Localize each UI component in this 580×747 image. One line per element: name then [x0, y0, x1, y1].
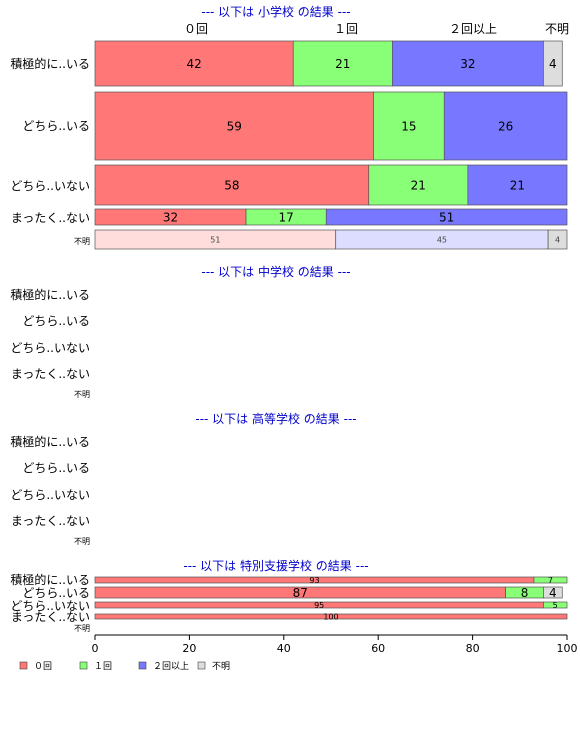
header-once: １回: [334, 22, 358, 36]
x-tick-label: 100: [557, 642, 578, 655]
x-tick-label: 60: [371, 642, 385, 655]
bar-value-once: 7: [548, 576, 553, 585]
row-label: 積極的に..いる: [10, 572, 90, 587]
legend-label-twice-plus: ２回以上: [153, 661, 189, 672]
legend-label-once: １回: [94, 661, 112, 672]
row-label: 積極的に..いる: [10, 56, 90, 71]
bar-segment-unknown: [543, 586, 563, 599]
bar-segment-zero: [94, 164, 370, 206]
bar-value-zero: 51: [210, 235, 220, 244]
bar-value-zero: 42: [186, 57, 201, 71]
row-label: まったく..ない: [11, 367, 90, 381]
bar-value-twice-plus: 26: [498, 119, 513, 133]
bar-segment-once: [368, 164, 469, 206]
bar-segment-twice-plus: [467, 164, 568, 206]
row-label: どちら..いない: [10, 488, 90, 502]
bars-layer: 42 21 32 4 59 15 26 58 21 21 32 17 51 51 45 4 93 7 87 8 4 95 5…: [94, 40, 568, 621]
section-titles: --- 以下は 小学校 の結果 --- --- 以下は 中学校 の結果 --- …: [183, 4, 368, 573]
bar-value-once: 17: [279, 210, 294, 224]
legend: ０回 １回 ２回以上 不明: [19, 661, 230, 672]
bar-value-zero: 32: [163, 210, 178, 224]
row-label: どちら..いる: [22, 119, 90, 133]
bar-value-unknown: 4: [555, 235, 560, 244]
row-label: まったく..ない: [11, 211, 90, 225]
bar-segment-twice-plus: [443, 91, 568, 161]
header-labels: ０回 １回 ２回以上 不明: [184, 22, 569, 36]
x-tick-label: 0: [92, 642, 99, 655]
bar-value-twice-plus: 32: [460, 57, 475, 71]
row-label: 不明: [74, 624, 90, 633]
bar-value-once: 21: [335, 57, 350, 71]
legend-swatch-once: [79, 661, 88, 670]
bar-segment-unknown: [543, 40, 563, 87]
row-label: どちら..いる: [22, 586, 90, 600]
header-unknown: 不明: [545, 22, 569, 36]
legend-label-unknown: 不明: [212, 661, 230, 672]
header-zero: ０回: [184, 22, 208, 36]
x-tick-label: 20: [182, 642, 196, 655]
row-label: どちら..いない: [10, 341, 90, 355]
row-labels: 積極的に..いる どちら..いる どちら..いない まったく..ない 不明 積極…: [10, 56, 90, 633]
bar-value-unknown: 4: [549, 586, 557, 600]
legend-label-zero: ０回: [34, 661, 52, 672]
row-label: 積極的に..いる: [10, 434, 90, 449]
bar-segment-twice-plus: [325, 208, 568, 226]
row-label: 不明: [74, 537, 90, 546]
bar-value-twice-plus: 21: [510, 178, 525, 192]
x-tick-label: 80: [466, 642, 480, 655]
row-label: まったく..ない: [11, 514, 90, 528]
bar-value-unknown: 4: [549, 57, 557, 71]
x-tick-labels: 0 20 40 60 80 100: [92, 642, 578, 655]
row-label: どちら..いる: [22, 461, 90, 475]
row-label: どちら..いない: [10, 179, 90, 193]
bar-value-once: 21: [411, 178, 426, 192]
section-title-junior-high: --- 以下は 中学校 の結果 ---: [201, 264, 350, 279]
bar-value-zero: 93: [309, 576, 319, 585]
bar-value-once: 8: [521, 586, 529, 600]
bar-segment-once: [373, 91, 445, 161]
bar-value-zero: 58: [224, 178, 239, 192]
header-twice-plus: ２回以上: [449, 22, 497, 36]
row-label: 不明: [74, 237, 90, 246]
bar-segment-zero: [94, 91, 374, 161]
legend-swatch-unknown: [197, 661, 206, 670]
bar-value-zero: 59: [227, 119, 242, 133]
x-axis: [94, 634, 568, 640]
bar-value-once: 5: [553, 601, 558, 610]
section-title-elementary: --- 以下は 小学校 の結果 ---: [201, 4, 350, 19]
bar-value-zero: 100: [323, 612, 338, 621]
bar-segment-zero: [94, 613, 568, 620]
x-tick-label: 40: [277, 642, 291, 655]
legend-swatch-twice-plus: [138, 661, 147, 670]
bar-value-zero: 87: [293, 586, 308, 600]
bar-value-twice-plus: 51: [439, 210, 454, 224]
row-label: どちら..いる: [22, 314, 90, 328]
row-label: まったく..ない: [11, 610, 90, 624]
row-label: どちら..いない: [10, 599, 90, 613]
section-title-special-support: --- 以下は 特別支援学校 の結果 ---: [183, 558, 368, 573]
bar-segment-unknown: [547, 229, 568, 250]
bar-value-zero: 95: [314, 601, 324, 610]
bar-segment-once: [543, 601, 568, 609]
bar-segment-once: [292, 40, 393, 87]
bar-value-once: 15: [401, 119, 416, 133]
bar-segment-once: [533, 576, 568, 584]
row-label: 積極的に..いる: [10, 287, 90, 302]
row-label: 不明: [74, 390, 90, 399]
legend-swatch-zero: [19, 661, 28, 670]
section-title-high-school: --- 以下は 高等学校 の結果 ---: [195, 411, 356, 426]
bar-value-twice-plus: 45: [437, 235, 447, 244]
